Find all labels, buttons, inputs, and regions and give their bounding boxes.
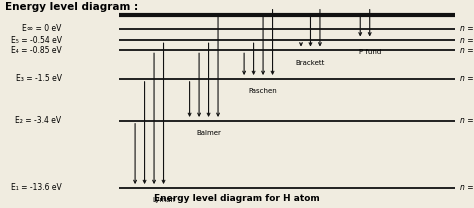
Text: n = ∞: n = ∞	[460, 24, 474, 33]
Text: E∞ = 0 eV: E∞ = 0 eV	[22, 24, 62, 33]
Text: n = 3: n = 3	[460, 74, 474, 83]
Text: Brackett: Brackett	[296, 59, 325, 66]
Text: n = 2: n = 2	[460, 116, 474, 125]
Text: E₄ = -0.85 eV: E₄ = -0.85 eV	[11, 46, 62, 55]
Text: P fund: P fund	[359, 50, 381, 56]
Text: Paschen: Paschen	[249, 88, 277, 94]
Text: Lyman: Lyman	[152, 197, 175, 203]
Text: Energy level diagram :: Energy level diagram :	[5, 2, 138, 12]
Text: E₅ = -0.54 eV: E₅ = -0.54 eV	[10, 36, 62, 45]
Text: n = 4: n = 4	[460, 46, 474, 55]
Text: Energy level diagram for H atom: Energy level diagram for H atom	[154, 194, 320, 203]
Text: E₂ = -3.4 eV: E₂ = -3.4 eV	[16, 116, 62, 125]
Text: E₃ = -1.5 eV: E₃ = -1.5 eV	[16, 74, 62, 83]
Text: E₁ = -13.6 eV: E₁ = -13.6 eV	[11, 183, 62, 192]
Text: Balmer: Balmer	[196, 130, 221, 136]
Text: n = 5: n = 5	[460, 36, 474, 45]
Text: n = 1: n = 1	[460, 183, 474, 192]
